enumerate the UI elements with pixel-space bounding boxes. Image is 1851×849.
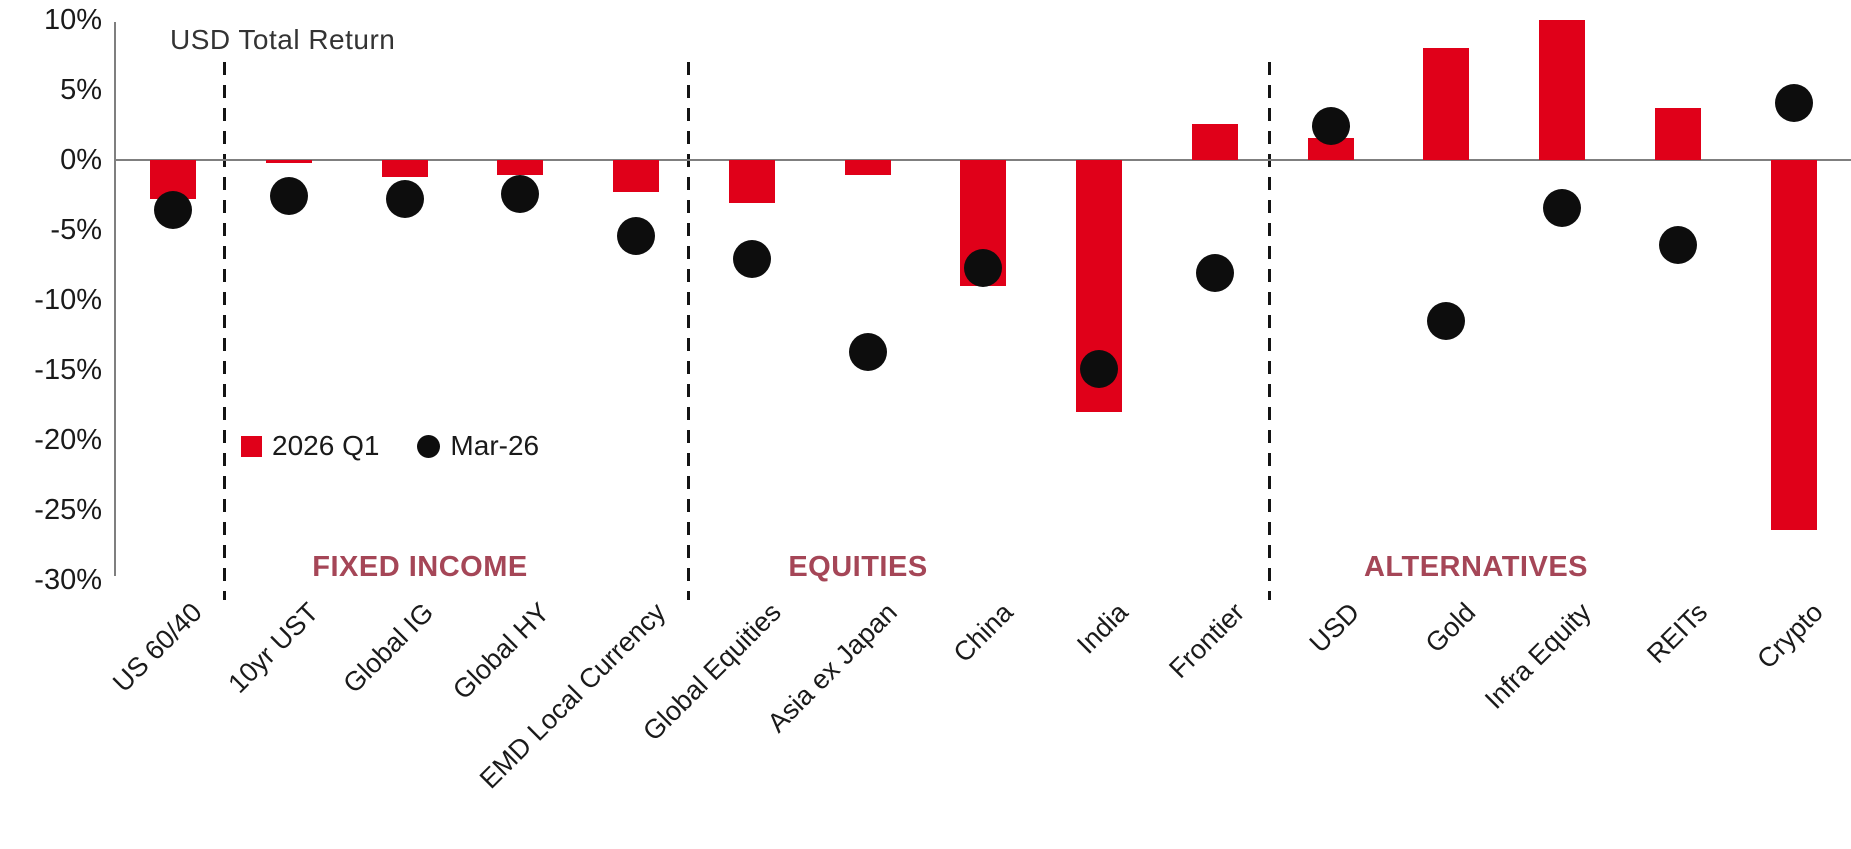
group-label-alternatives: ALTERNATIVES — [1363, 551, 1589, 583]
y-tick-label: -30% — [34, 564, 102, 596]
bar-global-ig — [381, 160, 428, 177]
x-axis-label: Gold — [1419, 597, 1482, 659]
x-axis-label: China — [947, 597, 1019, 669]
y-tick-label: -20% — [34, 424, 102, 456]
dot-global-ig — [385, 180, 424, 219]
y-tick-label: 10% — [43, 4, 102, 36]
dot-asia-ex-japan — [848, 332, 887, 371]
y-tick-label: -25% — [34, 494, 102, 526]
dot-gold — [1427, 302, 1466, 340]
y-axis-line — [114, 22, 116, 576]
legend: 2026 Q1 Mar-26 — [241, 430, 539, 462]
y-tick-label: -15% — [34, 354, 102, 386]
dot-us-60-40 — [154, 191, 192, 230]
bar-10yr-ust — [265, 160, 312, 163]
bar-crypto — [1770, 160, 1817, 530]
group-separator-line — [223, 62, 226, 600]
dot-reits — [1658, 226, 1697, 265]
legend-label-2026-q1: 2026 Q1 — [272, 430, 380, 461]
x-axis-label: 10yr UST — [222, 597, 324, 699]
dot-10yr-ust — [269, 177, 308, 216]
legend-dot-marker-icon — [417, 434, 441, 458]
legend-label-mar-26: Mar-26 — [450, 430, 540, 461]
bar-infra-equity — [1539, 20, 1585, 160]
bar-global-hy — [497, 160, 544, 176]
x-axis-label: Crypto — [1751, 597, 1829, 675]
dot-india — [1080, 349, 1118, 388]
x-axis-label: Global IG — [337, 597, 440, 699]
group-separator-line — [1268, 62, 1271, 600]
dot-emd-local-currency — [617, 216, 655, 255]
bar-reits — [1654, 108, 1701, 160]
x-axis-label: USD — [1304, 597, 1366, 659]
y-tick-label: 0% — [60, 144, 102, 176]
y-tick-label: -10% — [34, 284, 102, 316]
x-axis-label: US 60/40 — [107, 597, 209, 698]
bar-frontier — [1191, 123, 1238, 160]
dot-china — [964, 248, 1003, 287]
bar-usd — [1307, 137, 1354, 160]
x-axis-label: India — [1071, 597, 1135, 660]
dot-infra-equity — [1543, 188, 1581, 227]
x-axis-label: Infra Equity — [1479, 597, 1598, 715]
group-label-fixed-income: FIXED INCOME — [312, 551, 528, 583]
group-separator-line — [687, 62, 690, 600]
group-label-equities: EQUITIES — [788, 551, 928, 583]
chart-title: USD Total Return — [170, 24, 396, 55]
y-tick-label: -5% — [50, 214, 102, 246]
x-axis-label: Global HY — [447, 597, 556, 706]
bar-global-equities — [728, 160, 775, 204]
x-axis-label: Frontier — [1162, 597, 1250, 684]
dot-global-equities — [732, 240, 771, 279]
bar-emd-local-currency — [613, 160, 659, 193]
legend-bar-swatch-icon — [241, 435, 262, 457]
bar-gold — [1423, 48, 1470, 160]
y-tick-label: 5% — [60, 74, 102, 106]
x-axis-label: REITs — [1640, 597, 1713, 670]
dot-crypto — [1774, 83, 1813, 122]
dot-global-hy — [501, 174, 540, 213]
bar-asia-ex-japan — [844, 160, 891, 176]
dot-usd — [1311, 107, 1350, 146]
dot-frontier — [1195, 254, 1234, 293]
